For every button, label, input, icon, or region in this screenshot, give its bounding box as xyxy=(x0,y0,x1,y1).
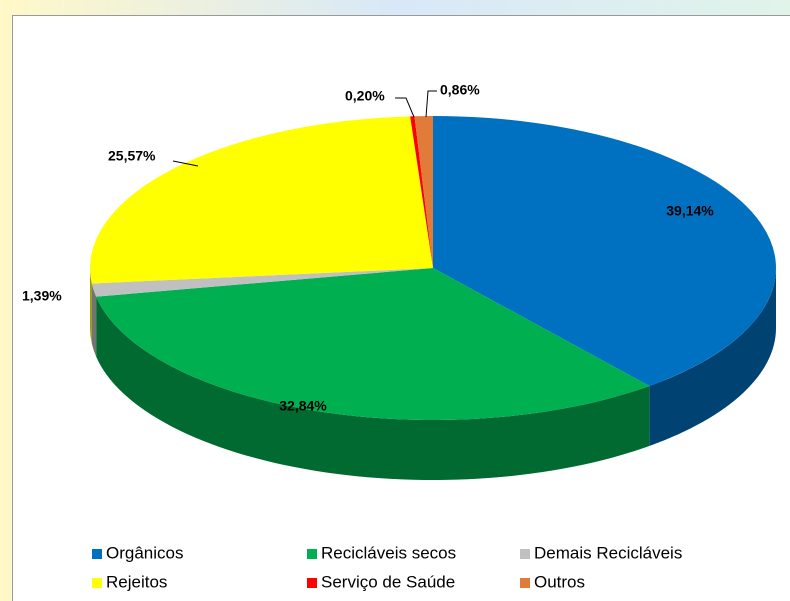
legend-swatch xyxy=(520,549,530,559)
legend-label: Recicláveis secos xyxy=(321,543,456,562)
leader-line xyxy=(395,97,415,118)
legend-swatch xyxy=(92,549,102,559)
pie xyxy=(89,116,777,480)
legend-swatch xyxy=(307,549,317,559)
value-label: 39,14% xyxy=(666,203,714,219)
legend-label: Rejeitos xyxy=(106,572,167,591)
legend: Orgânicos Recicláveis secos Demais Reciclá… xyxy=(92,543,682,591)
legend-label: Outros xyxy=(534,572,585,591)
labels: 39,14% 32,84% 1,39% 25,57% 0,20% 0,86% xyxy=(22,82,714,414)
slice xyxy=(414,116,433,268)
legend-label: Serviço de Saúde xyxy=(321,572,455,591)
slice xyxy=(433,116,777,386)
legend-label: Demais Recicláveis xyxy=(534,543,682,562)
slice xyxy=(410,116,433,268)
slice xyxy=(96,268,650,421)
value-label: 32,84% xyxy=(279,398,327,414)
legend-label: Orgânicos xyxy=(106,543,183,562)
legend-swatch xyxy=(520,578,530,588)
legend-swatch xyxy=(307,578,317,588)
slice xyxy=(91,268,433,297)
value-label: 25,57% xyxy=(108,148,156,164)
slice xyxy=(89,116,433,284)
slice-side xyxy=(649,268,776,446)
value-label: 1,39% xyxy=(22,288,62,304)
value-label: 0,20% xyxy=(345,88,385,104)
slice-side xyxy=(91,283,97,357)
leader-line xyxy=(425,90,437,118)
value-label: 0,86% xyxy=(440,82,480,98)
leader-line xyxy=(172,160,199,167)
legend-swatch xyxy=(92,578,102,588)
slice-side xyxy=(90,268,92,344)
slice-side xyxy=(96,296,650,480)
